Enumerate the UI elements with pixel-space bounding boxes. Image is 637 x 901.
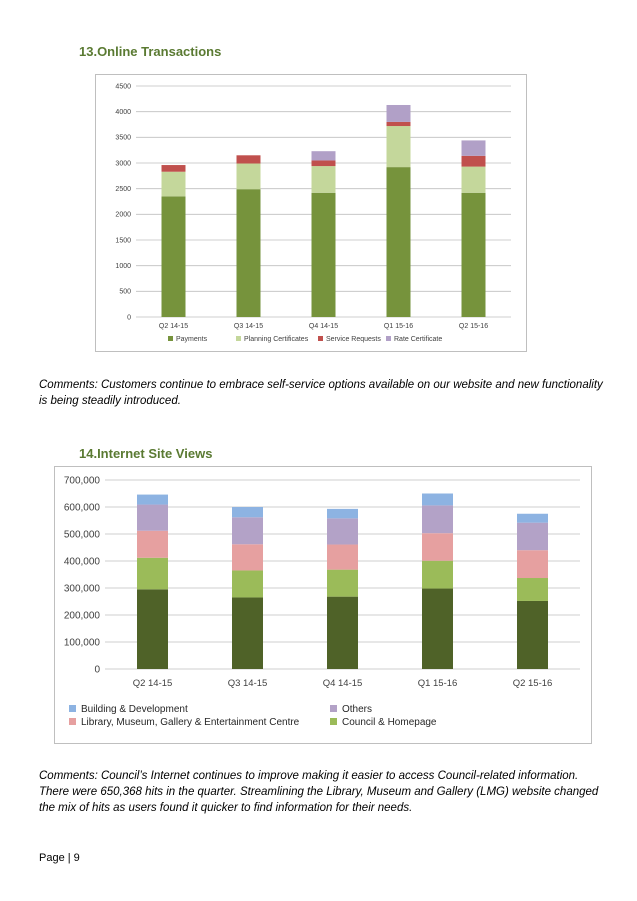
bar-others	[422, 505, 453, 534]
x-tick-label: Q3 14-15	[228, 678, 268, 689]
page-footer: Page | 9	[39, 852, 80, 864]
bar-base	[422, 588, 453, 669]
x-tick-label: Q2 15-16	[459, 323, 488, 330]
bar-library-museum-gallery-entertainment-centre	[517, 550, 548, 579]
y-tick-label: 1000	[115, 263, 131, 270]
bar-building-development	[232, 507, 263, 518]
bar-base	[327, 596, 358, 669]
x-tick-label: Q2 14-15	[133, 678, 173, 689]
bar-base	[517, 600, 548, 669]
bar-payments	[161, 196, 186, 317]
legend-label-planning-certificates: Planning Certificates	[244, 336, 309, 343]
online-transactions-chart: 0 500 1000 1500 2000 2500 3000 3500 4000 4500 Q2 1…	[95, 74, 527, 352]
y-tick-label: 600,000	[64, 502, 101, 513]
bar-payments	[386, 167, 411, 317]
y-tick-label: 4000	[115, 109, 131, 116]
x-tick-label: Q1 15-16	[384, 323, 413, 330]
internet-site-views-chart: 0 100,000 200,000 300,000 400,000 500,000 600,…	[54, 466, 592, 744]
bar-library-museum-gallery-entertainment-centre	[422, 533, 453, 561]
bar-rate-certificate	[461, 140, 486, 156]
legend-label-service-requests: Service Requests	[326, 336, 381, 343]
legend-label-payments: Payments	[176, 336, 208, 343]
legend-swatch-library-museum-gallery-entertainment-centre	[69, 718, 76, 725]
bar-council-homepage	[517, 578, 548, 601]
y-tick-label: 300,000	[64, 583, 101, 594]
y-tick-label: 3000	[115, 160, 131, 167]
bar-library-museum-gallery-entertainment-centre	[232, 544, 263, 571]
bar-others	[137, 504, 168, 531]
bar-planning-certificates	[461, 166, 486, 193]
section-heading-online-transactions: 13.Online Transactions	[79, 44, 222, 59]
legend-label-council-homepage: Council & Homepage	[342, 717, 437, 728]
section-heading-internet-site-views: 14.Internet Site Views	[79, 446, 213, 461]
bar-base	[232, 597, 263, 669]
legend-swatch-council-homepage	[330, 718, 337, 725]
bar-library-museum-gallery-entertainment-centre	[137, 530, 168, 558]
legend-swatch-others	[330, 705, 337, 712]
bar-library-museum-gallery-entertainment-centre	[327, 544, 358, 570]
bar-others	[327, 518, 358, 545]
y-tick-label: 0	[127, 314, 131, 321]
bar-others	[232, 517, 263, 545]
y-tick-label: 400,000	[64, 556, 101, 567]
y-tick-label: 700,000	[64, 475, 101, 486]
x-tick-label: Q3 14-15	[234, 323, 263, 330]
legend-label-building-development: Building & Development	[81, 704, 188, 715]
bar-rate-certificate	[386, 104, 411, 122]
x-tick-label: Q1 15-16	[418, 678, 458, 689]
y-tick-label: 3500	[115, 135, 131, 142]
legend-label-others: Others	[342, 704, 372, 715]
y-tick-label: 500	[119, 289, 131, 296]
x-tick-label: Q4 14-15	[323, 678, 363, 689]
online-transactions-comment: Comments: Customers continue to embrace …	[39, 379, 603, 407]
legend-swatch-planning-certificates	[236, 336, 241, 341]
bar-others	[517, 522, 548, 551]
bar-planning-certificates	[386, 126, 411, 168]
bar-council-homepage	[327, 569, 358, 597]
y-tick-label: 2000	[115, 212, 131, 219]
legend-swatch-building-development	[69, 705, 76, 712]
bar-building-development	[137, 494, 168, 505]
bar-council-homepage	[137, 557, 168, 590]
bar-service-requests	[386, 121, 411, 127]
x-tick-label: Q4 14-15	[309, 323, 338, 330]
y-tick-label: 500,000	[64, 529, 101, 540]
legend-label-library-museum-gallery-entertainment-centre: Library, Museum, Gallery & Entertainment…	[81, 717, 300, 728]
y-tick-label: 0	[94, 664, 100, 675]
internet-site-views-chart-svg: 0 100,000 200,000 300,000 400,000 500,000 600,…	[64, 475, 580, 728]
bar-building-development	[517, 513, 548, 523]
bar-payments	[311, 192, 336, 317]
legend-label-rate-certificate: Rate Certificate	[394, 336, 442, 343]
bar-service-requests	[161, 165, 186, 172]
bar-service-requests	[461, 155, 486, 167]
bar-rate-certificate	[311, 151, 336, 161]
bar-payments	[461, 192, 486, 317]
bar-building-development	[422, 493, 453, 506]
x-tick-label: Q2 14-15	[159, 323, 188, 330]
bar-council-homepage	[232, 570, 263, 598]
bar-service-requests	[311, 160, 336, 167]
bar-planning-certificates	[161, 171, 186, 197]
legend-swatch-payments	[168, 336, 173, 341]
x-tick-label: Q2 15-16	[513, 678, 553, 689]
y-tick-label: 4500	[115, 83, 131, 90]
y-tick-label: 1500	[115, 237, 131, 244]
bar-building-development	[327, 508, 358, 519]
online-transactions-chart-svg: 0 500 1000 1500 2000 2500 3000 3500 4000 4500 Q2 1…	[115, 83, 511, 343]
legend-swatch-service-requests	[318, 336, 323, 341]
y-tick-label: 2500	[115, 186, 131, 193]
y-tick-label: 200,000	[64, 610, 101, 621]
bar-council-homepage	[422, 560, 453, 589]
bar-planning-certificates	[311, 166, 336, 193]
bar-planning-certificates	[236, 163, 261, 190]
internet-site-views-comment: Comments: Council’s Internet continues t…	[39, 770, 599, 814]
bar-payments	[236, 189, 261, 317]
bar-base	[137, 589, 168, 669]
y-tick-label: 100,000	[64, 637, 101, 648]
legend-swatch-rate-certificate	[386, 336, 391, 341]
bar-service-requests	[236, 155, 261, 164]
